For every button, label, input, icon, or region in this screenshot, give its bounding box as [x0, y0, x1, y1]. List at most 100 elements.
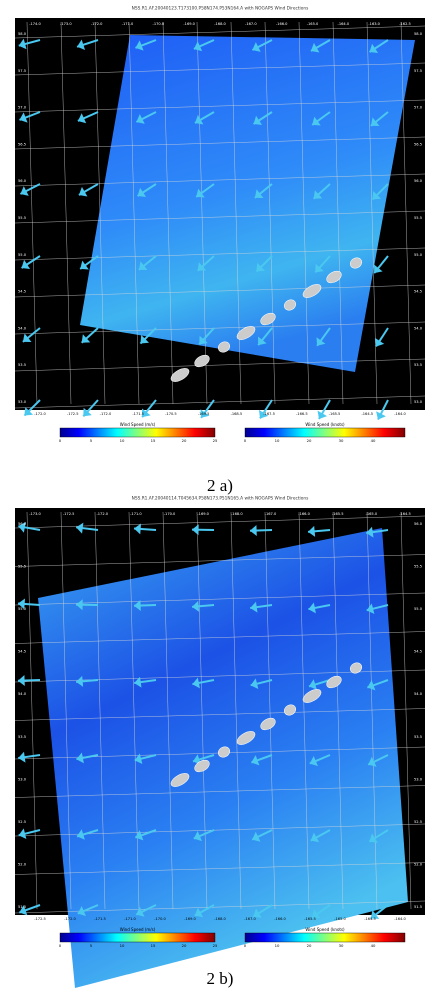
- lon-label: -164.5: [399, 512, 411, 516]
- lon-label: -172.5: [67, 412, 79, 416]
- lat-label: 55.5: [414, 565, 422, 569]
- lon-label: -164.0: [394, 917, 406, 921]
- panel-title: NSS.R1.AF.20040114.T045634.P58N173.P51N1…: [132, 496, 309, 502]
- colorbar-tick: 10: [120, 943, 125, 948]
- colorbar-label: Wind Speed (knots): [305, 422, 345, 427]
- lon-label: -165.0: [334, 917, 346, 921]
- colorbar-tick: 25: [213, 438, 218, 443]
- lon-label: -171.5: [94, 917, 106, 921]
- lat-label: 54.0: [18, 326, 27, 330]
- lat-label: 58.0: [414, 32, 423, 36]
- colorbar-tick: 30: [339, 438, 344, 443]
- lat-label: 54.0: [18, 692, 27, 696]
- lon-label: -169.0: [184, 917, 196, 921]
- lat-label: 55.0: [18, 607, 27, 611]
- lat-label: 52.5: [414, 820, 422, 824]
- colorbar-tick: 10: [275, 943, 280, 948]
- lat-label: 53.0: [18, 400, 27, 404]
- lon-label: -171.0: [130, 512, 142, 516]
- lon-label: -172.0: [96, 512, 108, 516]
- colorbar-label: Wind Speed (m/s): [120, 422, 156, 427]
- lon-label: -173.0: [29, 512, 41, 516]
- lon-label: -166.5: [296, 412, 308, 416]
- lon-label: -168.5: [231, 412, 243, 416]
- lat-label: 52.0: [414, 862, 423, 866]
- lon-label: -164.0: [394, 412, 406, 416]
- lon-label: -169.0: [183, 22, 195, 26]
- lat-label: 52.5: [18, 820, 26, 824]
- colorbar: [245, 428, 405, 437]
- lon-label: -165.0: [366, 512, 378, 516]
- lat-label: 51.5: [414, 905, 422, 909]
- lat-label: 54.5: [414, 650, 422, 654]
- lat-label: 56.5: [414, 142, 422, 146]
- lon-label: -172.0: [64, 917, 76, 921]
- lat-label: 53.0: [414, 400, 423, 404]
- lat-label: 56.0: [18, 522, 27, 526]
- colorbar-tick: 5: [90, 438, 93, 443]
- lon-label: -165.5: [332, 512, 344, 516]
- lon-label: -172.5: [34, 917, 46, 921]
- lat-label: 53.5: [414, 735, 422, 739]
- colorbar-label: Wind Speed (knots): [305, 927, 345, 932]
- lat-label: 56.0: [414, 522, 423, 526]
- colorbar-tick: 20: [307, 943, 312, 948]
- figure-caption: 2 b): [207, 969, 234, 988]
- lat-label: 54.0: [414, 692, 423, 696]
- colorbar: [245, 933, 405, 942]
- lon-label: -168.0: [231, 512, 243, 516]
- lat-label: 56.5: [18, 142, 26, 146]
- lat-label: 53.5: [414, 363, 422, 367]
- colorbar-tick: 30: [339, 943, 344, 948]
- colorbar-tick: 10: [275, 438, 280, 443]
- colorbar-tick: 0: [59, 943, 62, 948]
- lat-label: 56.0: [18, 179, 27, 183]
- lat-label: 55.0: [414, 607, 423, 611]
- colorbar-tick: 40: [371, 943, 376, 948]
- lon-label: -167.0: [244, 917, 256, 921]
- colorbar-tick: 20: [182, 438, 187, 443]
- colorbar-tick: 0: [244, 438, 247, 443]
- lon-label: -170.0: [153, 22, 165, 26]
- lon-label: -171.0: [122, 22, 134, 26]
- colorbar-tick: 10: [120, 438, 125, 443]
- lat-label: 54.5: [18, 650, 26, 654]
- lon-label: -167.0: [265, 512, 277, 516]
- lon-label: -166.0: [274, 917, 286, 921]
- figure-caption: 2 a): [207, 476, 233, 495]
- lon-label: -163.0: [368, 22, 380, 26]
- lat-label: 57.5: [414, 69, 422, 73]
- lon-label: -170.0: [164, 512, 176, 516]
- lon-label: -172.0: [100, 412, 112, 416]
- lat-label: 56.0: [414, 179, 423, 183]
- colorbar: [60, 428, 215, 437]
- lat-label: 53.0: [18, 777, 27, 781]
- lat-label: 54.5: [18, 290, 26, 294]
- colorbar-tick: 0: [59, 438, 62, 443]
- lon-label: -171.5: [132, 412, 144, 416]
- lat-label: 55.5: [18, 216, 26, 220]
- lon-label: -164.5: [361, 412, 373, 416]
- lon-label: -165.5: [329, 412, 341, 416]
- lon-label: -164.0: [338, 22, 350, 26]
- lat-label: 55.0: [414, 253, 423, 257]
- colorbar: [60, 933, 215, 942]
- lat-label: 51.5: [18, 905, 26, 909]
- lon-label: -172.0: [91, 22, 103, 26]
- lat-label: 57.0: [18, 106, 27, 110]
- lon-label: -170.5: [165, 412, 177, 416]
- lat-label: 54.0: [414, 326, 423, 330]
- lat-label: 53.5: [18, 363, 26, 367]
- lat-label: 55.0: [18, 253, 27, 257]
- lon-label: -167.5: [263, 412, 275, 416]
- lat-label: 58.0: [18, 32, 27, 36]
- colorbar-tick: 15: [151, 943, 156, 948]
- lat-label: 53.5: [18, 735, 26, 739]
- lat-label: 52.0: [18, 862, 27, 866]
- lon-label: -162.5: [399, 22, 411, 26]
- lon-label: -168.0: [214, 22, 226, 26]
- lon-label: -165.0: [307, 22, 319, 26]
- lat-label: 57.0: [414, 106, 423, 110]
- lon-label: -168.0: [214, 917, 226, 921]
